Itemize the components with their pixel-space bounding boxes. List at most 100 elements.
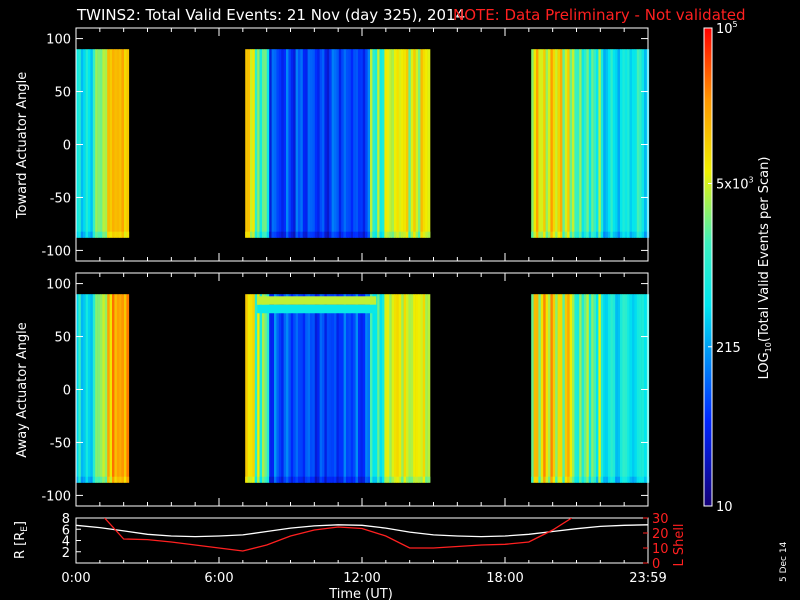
heatmap-column xyxy=(317,49,320,238)
heatmap-edge xyxy=(600,231,604,238)
heatmap-edge xyxy=(427,231,431,238)
heatmap-column xyxy=(591,294,594,483)
heatmap-column xyxy=(281,49,284,238)
heatmap-column xyxy=(557,49,561,238)
heatmap-column xyxy=(624,49,628,238)
heatmap-edge xyxy=(358,476,361,483)
heatmap-edge xyxy=(374,231,378,238)
heatmap-edge xyxy=(367,231,371,238)
heatmap-column xyxy=(641,49,645,238)
heatmap-column xyxy=(608,294,611,483)
heatmap-edge xyxy=(543,476,546,483)
heatmap-column xyxy=(579,49,582,238)
heatmap-column xyxy=(596,294,599,483)
date-stamp: 5 Dec 14 xyxy=(779,541,789,582)
heatmap-edge xyxy=(382,476,385,483)
heatmap-column xyxy=(252,49,256,238)
heatmap-column xyxy=(346,294,349,483)
heatmap-column xyxy=(360,294,364,483)
heatmap-column xyxy=(574,49,578,238)
heatmap-column xyxy=(548,49,551,238)
heatmap-edge xyxy=(300,231,304,238)
heatmap-edge xyxy=(274,476,277,483)
heatmap-column xyxy=(112,294,115,483)
heatmap-column xyxy=(408,49,412,238)
heatmap-edge xyxy=(422,476,426,483)
heatmap-edge xyxy=(314,476,318,483)
heatmap-edge xyxy=(124,476,127,483)
heatmap-column xyxy=(274,49,277,238)
heatmap-column xyxy=(374,294,378,483)
heatmap-edge xyxy=(104,231,108,238)
heatmap-edge xyxy=(536,476,539,483)
heatmap-column xyxy=(367,49,371,238)
heatmap-edge xyxy=(396,476,400,483)
heatmap-column xyxy=(109,294,113,483)
heatmap-edge xyxy=(370,476,373,483)
heatmap-edge xyxy=(355,231,359,238)
heatmap-column xyxy=(555,294,558,483)
heatmap-segment-3 xyxy=(531,294,650,483)
heatmap-segment-3 xyxy=(531,49,650,238)
heatmap-edge xyxy=(627,231,630,238)
heatmap-column xyxy=(584,49,587,238)
heatmap-edge xyxy=(281,476,284,483)
heatmap-edge xyxy=(420,231,424,238)
heatmap-column xyxy=(617,49,621,238)
heatmap-column xyxy=(257,49,260,238)
heatmap-edge xyxy=(329,231,332,238)
heatmap-edge xyxy=(353,476,356,483)
heatmap-column xyxy=(281,294,284,483)
heatmap-edge xyxy=(302,476,306,483)
heatmap-edge xyxy=(85,231,89,238)
heatmap-column xyxy=(319,49,323,238)
heatmap-edge xyxy=(370,231,373,238)
heatmap-edge xyxy=(107,231,110,238)
heatmap-edge xyxy=(624,231,628,238)
heatmap-column xyxy=(88,294,91,483)
heatmap-edge xyxy=(538,231,542,238)
heatmap-column xyxy=(564,294,568,483)
heatmap-edge xyxy=(310,231,313,238)
heatmap-edge xyxy=(557,231,561,238)
heatmap-edge xyxy=(641,231,645,238)
heatmap-column xyxy=(413,49,416,238)
heatmap-column xyxy=(629,294,633,483)
heatmap-column xyxy=(278,294,282,483)
heatmap-column xyxy=(278,49,282,238)
heatmap-edge xyxy=(560,231,563,238)
heatmap-column xyxy=(560,49,563,238)
heatmap-edge xyxy=(576,476,580,483)
heatmap-edge xyxy=(114,231,118,238)
heatmap-column xyxy=(83,294,86,483)
heatmap-column xyxy=(269,294,272,483)
heatmap-column xyxy=(350,49,354,238)
heatmap-edge xyxy=(286,476,289,483)
heatmap-column xyxy=(562,294,566,483)
heatmap-column xyxy=(427,294,431,483)
heatmap-column xyxy=(576,294,580,483)
heatmap-column xyxy=(293,294,296,483)
heatmap-edge xyxy=(620,476,623,483)
heatmap-column xyxy=(310,294,313,483)
radius-line xyxy=(76,524,648,538)
heatmap-column xyxy=(550,294,554,483)
heatmap-edge xyxy=(262,476,265,483)
heatmap-column xyxy=(119,49,122,238)
heatmap-edge xyxy=(622,476,626,483)
heatmap-column xyxy=(545,294,549,483)
heatmap-edge xyxy=(415,476,419,483)
heatmap-column xyxy=(358,294,361,483)
heatmap-column xyxy=(348,49,352,238)
heatmap-column xyxy=(574,294,578,483)
heatmap-column xyxy=(605,49,609,238)
heatmap-edge xyxy=(259,231,263,238)
heatmap-edge xyxy=(252,231,256,238)
heatmap-column xyxy=(100,294,103,483)
heatmap-edge xyxy=(331,231,335,238)
heatmap-edge xyxy=(608,231,611,238)
heatmap-edge xyxy=(586,231,590,238)
heatmap-column xyxy=(312,49,316,238)
heatmap-edge xyxy=(278,231,282,238)
heatmap-edge xyxy=(632,476,635,483)
